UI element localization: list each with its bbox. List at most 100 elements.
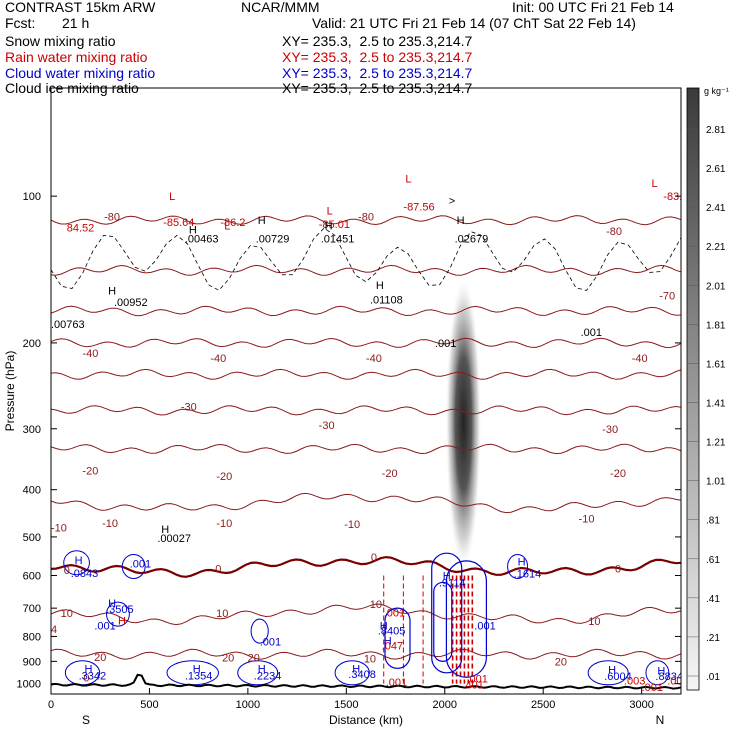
colorbar-label: .61	[706, 555, 720, 566]
colorbar-label: 2.01	[706, 281, 726, 292]
contour-value-label: H	[258, 215, 266, 227]
cloud-water-contour	[433, 581, 453, 662]
isotherm-label: -10	[51, 522, 67, 534]
isotherm-label: 10	[364, 653, 376, 665]
colorbar-label: .01	[706, 672, 720, 683]
isotherm-label: 20	[222, 653, 234, 665]
cloud-water-contour	[645, 660, 670, 686]
contour-value-label: .0843	[71, 568, 99, 580]
x-tick-label: 3000	[629, 699, 653, 711]
isotherm-label: 0	[215, 563, 221, 575]
isotherm-label: -20	[82, 465, 98, 477]
isotherm-label: -10	[102, 518, 118, 530]
contour-value-label: .01108	[370, 295, 403, 307]
colorbar-label: 1.41	[706, 399, 726, 410]
colorbar-label: 1.01	[706, 477, 726, 488]
isotherm-label: -80	[606, 226, 622, 238]
contour-value-label: H	[258, 663, 266, 675]
cloud-water-contour	[431, 552, 463, 674]
isotherm-label: -30	[181, 401, 197, 413]
init-time: Init: 00 UTC Fri 21 Feb 14	[512, 0, 674, 15]
contour-value-label: L	[169, 191, 175, 203]
contour-value-label: .00952	[114, 297, 148, 309]
cloud-water-contour	[587, 660, 629, 686]
colorbar-label: 2.41	[706, 203, 726, 214]
isotherm--50	[51, 337, 681, 349]
contour-value-label: H	[518, 557, 526, 569]
terrain-line	[51, 673, 681, 690]
isotherm-label: -10	[216, 518, 232, 530]
y-tick-label: 300	[23, 424, 41, 436]
field-xy-cloud-water: XY= 235.3, 2.5 to 235.3,214.7	[282, 65, 473, 81]
contour-value-label: .01451	[321, 233, 355, 245]
center-label: NCAR/MMM	[241, 0, 320, 15]
isotherm-label: 20	[248, 653, 260, 665]
contour-value-label: .1614	[514, 569, 542, 581]
fcst-value: 21 h	[62, 15, 90, 31]
contour-value-label: .3342	[79, 670, 107, 682]
colorbar-label: 2.81	[706, 125, 726, 136]
field-xy-rain: XY= 235.3, 2.5 to 235.3,214.7	[282, 49, 473, 65]
isotherm--60	[51, 305, 681, 317]
isotherm-label: 0	[83, 673, 89, 685]
contour-value-label: H	[657, 666, 665, 678]
isotherm-label: -10	[344, 519, 360, 531]
isotherm-label: -80	[104, 211, 120, 223]
contour-value-label: .001	[130, 559, 151, 571]
colorbar-label: .41	[706, 594, 720, 605]
cloud-water-contour	[384, 607, 411, 669]
isotherm-label: -40	[632, 353, 648, 365]
cloud-water-contour	[121, 554, 146, 580]
contour-value-label: -86.2	[220, 217, 245, 229]
contour-value-label: H	[193, 663, 201, 675]
isotherm-label: -40	[82, 348, 98, 360]
isotherm-label: 10	[216, 608, 228, 620]
field-name-cloud-water: Cloud water mixing ratio	[5, 65, 156, 81]
snow-column-shading	[445, 276, 482, 571]
x-tick-label: 2000	[433, 699, 457, 711]
x-tick-label: 500	[140, 699, 158, 711]
contour-value-label: .401	[462, 680, 483, 692]
contour-value-label: -85.01	[319, 219, 350, 231]
isotherm-label: 0	[615, 563, 621, 575]
contour-value-label: H	[376, 280, 384, 292]
x-axis-label: Distance (km)	[329, 713, 403, 727]
contour-value-label: .8405	[378, 626, 406, 638]
isotherm--20	[51, 443, 681, 455]
isotherm-label: -20	[216, 471, 232, 483]
colorbar-label: .81	[706, 516, 720, 527]
contour-value-label: -87.56	[403, 201, 434, 213]
plot-frame	[50, 87, 682, 695]
contour-value-label: .003	[624, 675, 645, 687]
x-tick-label: 1500	[334, 699, 358, 711]
x-end-label-right: N	[656, 713, 665, 727]
y-tick-label: 700	[23, 603, 41, 615]
isotherm-label: -80	[358, 211, 374, 223]
contour-value-label: H	[84, 663, 92, 675]
isotherm-label: 10	[588, 616, 600, 628]
contour-value-label: H	[380, 621, 388, 633]
contour-value-label: .001	[386, 677, 407, 689]
contour-value-label: .00463	[185, 233, 219, 245]
cloud-water-contour	[106, 601, 130, 627]
contour-value-label: .3408	[348, 669, 376, 681]
contour-value-label: L	[405, 174, 411, 186]
contour-value-label: H	[443, 571, 451, 583]
field-name-snow: Snow mixing ratio	[5, 33, 116, 49]
colorbar	[686, 87, 700, 691]
isotherm-label: -40	[366, 353, 382, 365]
contour-value-label: .00763	[51, 319, 85, 331]
contour-value-label: .001	[260, 637, 281, 649]
contour-value-label: .9114	[439, 577, 466, 589]
contour-value-label: H	[118, 615, 126, 627]
colorbar-label: 2.21	[706, 242, 726, 253]
colorbar-label: 1.21	[706, 438, 726, 449]
colorbar-label: .21	[706, 633, 720, 644]
contour-value-label: H	[352, 663, 360, 675]
colorbar-label: 2.61	[706, 164, 726, 175]
y-axis-label: Pressure (hPa)	[3, 351, 17, 432]
isotherm-label: -10	[579, 513, 595, 525]
contour-value-label: .02679	[455, 233, 489, 245]
isotherm-label: 0	[371, 552, 377, 564]
contour-value-label: .007	[667, 675, 688, 687]
